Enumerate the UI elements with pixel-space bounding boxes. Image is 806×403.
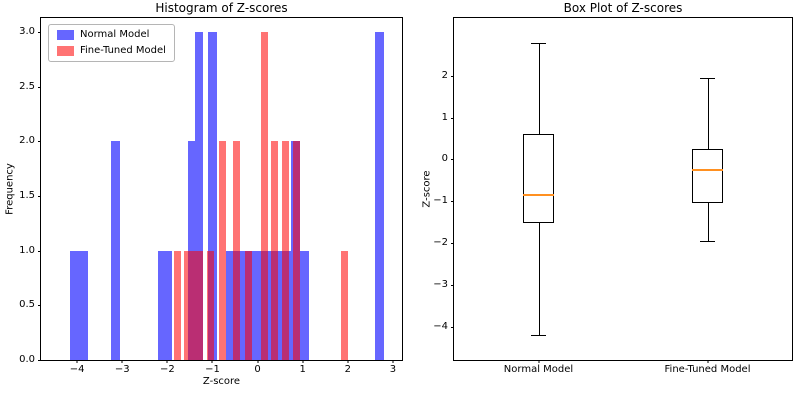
legend-entry-normal-model: Normal Model [57, 30, 166, 40]
hist-bar-normal [70, 250, 89, 360]
whisker-cap-bottom [530, 334, 547, 336]
hist-bar-normal [374, 32, 384, 360]
x-tick-mark [211, 360, 213, 363]
boxplot-axes: Box Plot of Z-scores Z-score 2 1 0 −1 −2 −3 −4… [422, 2, 793, 375]
y-tick-label: 2.0 [19, 135, 35, 147]
hist-bar-finetuned [282, 141, 290, 360]
x-tick-label: −4 [69, 364, 85, 375]
hist-bar-finetuned [261, 32, 268, 360]
x-tick-label: −3 [114, 364, 130, 375]
y-tick-label: 2.5 [19, 80, 35, 92]
box-rect [691, 148, 724, 204]
y-tick-mark [451, 75, 454, 77]
y-tick-mark [38, 196, 41, 198]
x-tick-label: 1 [299, 364, 306, 375]
hist-bar-normal [187, 141, 196, 360]
x-tick-mark [707, 360, 708, 363]
y-tick-mark [451, 201, 454, 203]
y-tick-mark [451, 159, 454, 161]
hist-bar-finetuned [174, 250, 181, 360]
y-tick-label: 3.0 [19, 26, 35, 38]
x-tick-mark [538, 360, 539, 363]
x-tick-mark [76, 360, 78, 363]
y-tick-label: −3 [433, 278, 448, 290]
y-tick-label: 1.5 [19, 190, 35, 202]
category-label: Fine-Tuned Model [664, 364, 751, 375]
histogram-axes: Histogram of Z-scores Z-score Frequency … [5, 2, 403, 387]
hist-bar-normal [207, 32, 217, 360]
x-tick-label: −2 [159, 364, 175, 375]
category-label: Normal Model [503, 364, 574, 375]
y-tick-mark [38, 141, 41, 143]
boxplot-ylabel: Z-score [421, 170, 433, 208]
hist-bar-normal [110, 141, 120, 360]
y-tick-label: −2 [433, 236, 448, 248]
x-tick-label: −1 [205, 364, 220, 375]
boxplot-title: Box Plot of Z-scores [563, 1, 683, 15]
hist-bar-finetuned [244, 250, 252, 360]
y-tick-label: 0.5 [19, 299, 35, 311]
x-tick-mark [302, 360, 304, 363]
legend-swatch-normal-model [57, 30, 74, 40]
y-tick-mark [451, 284, 454, 286]
hist-bar-normal [300, 250, 309, 360]
whisker-cap-bottom [699, 240, 716, 242]
y-tick-mark [451, 242, 454, 244]
hist-bar-finetuned [232, 141, 240, 360]
y-tick-mark [38, 86, 41, 88]
legend-entry-finetuned-model: Fine-Tuned Model [57, 46, 166, 56]
hist-bar-finetuned [219, 141, 226, 360]
x-tick-mark [166, 360, 168, 363]
histogram-title: Histogram of Z-scores [155, 1, 288, 15]
whisker-lower [707, 203, 709, 241]
legend-swatch-finetuned-model [57, 46, 74, 56]
y-tick-mark [38, 32, 41, 34]
y-tick-mark [451, 326, 454, 328]
y-tick-label: −4 [433, 320, 448, 332]
median-line [522, 193, 555, 196]
hist-bar-finetuned [271, 141, 278, 360]
legend: Normal Model Fine-Tuned Model [48, 24, 175, 62]
y-tick-mark [38, 250, 41, 252]
y-tick-mark [451, 117, 454, 119]
x-tick-mark [121, 360, 123, 363]
legend-label-finetuned-model: Fine-Tuned Model [80, 45, 166, 56]
y-tick-label: 1 [441, 111, 448, 123]
y-tick-label: 1.0 [19, 244, 35, 256]
hist-bar-finetuned [184, 250, 204, 360]
y-tick-mark [38, 360, 41, 361]
y-tick-label: −1 [433, 195, 448, 207]
hist-bar-finetuned [207, 250, 214, 360]
histogram-ylabel: Frequency [4, 163, 16, 215]
x-tick-label: 3 [389, 364, 397, 375]
x-tick-mark [347, 360, 349, 363]
whisker-upper [707, 77, 709, 149]
hist-bar-normal [158, 250, 172, 360]
whisker-upper [538, 43, 540, 135]
x-tick-mark [257, 360, 259, 363]
median-line [691, 168, 724, 171]
x-tick-mark [392, 360, 394, 363]
y-tick-label: 2 [441, 69, 448, 81]
hist-bar-normal [195, 32, 204, 360]
whisker-cap-top [530, 43, 547, 45]
whisker-cap-top [699, 77, 716, 79]
box-rect [522, 134, 555, 223]
histogram-xlabel: Z-score [202, 376, 241, 387]
y-tick-label: 0 [441, 153, 448, 165]
y-tick-label: 0.0 [19, 354, 35, 365]
x-tick-label: 0 [254, 364, 261, 375]
y-tick-mark [38, 305, 41, 307]
legend-label-normal-model: Normal Model [80, 29, 150, 40]
hist-bar-finetuned [292, 141, 300, 360]
whisker-lower [538, 222, 540, 335]
hist-bar-finetuned [341, 250, 348, 360]
x-tick-label: 2 [344, 364, 352, 375]
